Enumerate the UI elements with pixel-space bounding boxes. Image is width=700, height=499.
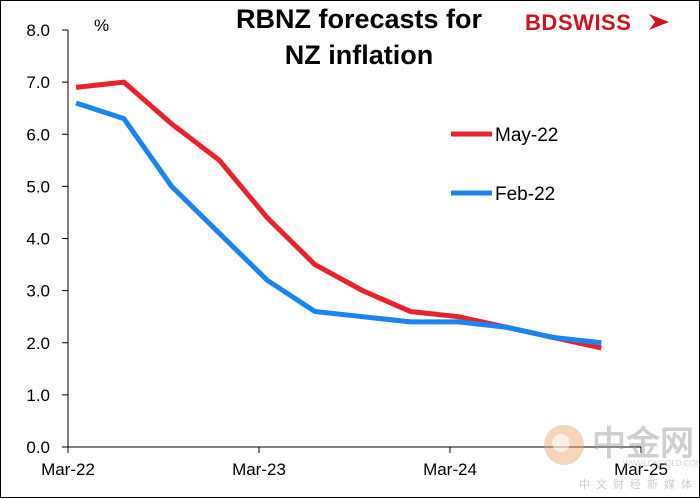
cngold-watermark: 中金网 WWW.CNGOLD.COM.CN 中文财经新媒体	[544, 424, 700, 491]
chart-title-line-2: NZ inflation	[285, 40, 433, 70]
y-tick-label: 7.0	[26, 73, 50, 92]
series-group	[76, 82, 601, 348]
series-line-May-22	[76, 82, 601, 348]
y-tick-label: 6.0	[26, 125, 50, 144]
x-tick-label: Mar-22	[41, 460, 95, 479]
brand-logo-right: SWISS	[558, 10, 631, 35]
watermark-url-text: WWW.CNGOLD.COM.CN	[623, 459, 700, 468]
y-axis-unit-label: %	[94, 16, 109, 35]
brand-logo-left: BD	[525, 10, 558, 35]
y-tick-label: 1.0	[26, 386, 50, 405]
brand-arrow-icon	[649, 14, 669, 30]
y-tick-label: 4.0	[26, 230, 50, 249]
legend-label-May-22: May-22	[495, 125, 558, 146]
y-tick-label: 0.0	[26, 438, 50, 457]
legend: May-22 Feb-22	[451, 125, 558, 205]
legend-label-Feb-22: Feb-22	[495, 184, 555, 205]
y-axis-ticks: 0.0 1.0 2.0 3.0 4.0 5.0 6.0 7.0 8.0	[26, 21, 68, 457]
chart-title-line-1: RBNZ forecasts for	[236, 4, 483, 34]
watermark-sub-text: 中文财经新媒体	[579, 477, 698, 491]
y-tick-label: 5.0	[26, 177, 50, 196]
watermark-coin-inner-icon	[552, 434, 570, 452]
y-tick-label: 2.0	[26, 334, 50, 353]
bdswiss-logo: BD SWISS	[525, 10, 669, 35]
x-tick-label: Mar-24	[423, 460, 477, 479]
watermark-main-text: 中金网	[592, 424, 694, 463]
x-tick-label: Mar-23	[232, 460, 286, 479]
y-tick-label: 8.0	[26, 21, 50, 40]
y-tick-label: 3.0	[26, 282, 50, 301]
